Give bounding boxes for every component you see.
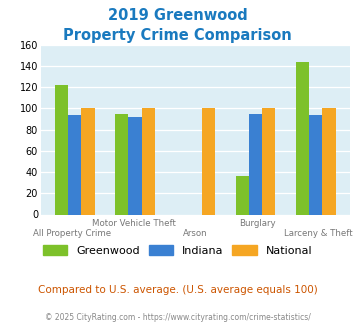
Bar bbox=[249, 114, 262, 214]
Bar bbox=[55, 85, 68, 214]
Text: Larceny & Theft: Larceny & Theft bbox=[284, 229, 353, 238]
Text: Burglary: Burglary bbox=[239, 219, 275, 228]
Bar bbox=[296, 61, 309, 214]
Bar bbox=[236, 176, 249, 214]
Text: All Property Crime: All Property Crime bbox=[33, 229, 111, 238]
Text: Property Crime Comparison: Property Crime Comparison bbox=[63, 28, 292, 43]
Text: Compared to U.S. average. (U.S. average equals 100): Compared to U.S. average. (U.S. average … bbox=[38, 285, 317, 295]
Bar bbox=[309, 115, 322, 214]
Bar bbox=[202, 108, 215, 214]
Bar bbox=[262, 108, 275, 214]
Bar bbox=[142, 108, 155, 214]
Bar bbox=[129, 117, 142, 214]
Text: © 2025 CityRating.com - https://www.cityrating.com/crime-statistics/: © 2025 CityRating.com - https://www.city… bbox=[45, 313, 310, 322]
Text: Arson: Arson bbox=[183, 229, 208, 238]
Bar bbox=[115, 114, 129, 214]
Bar bbox=[68, 115, 81, 214]
Text: Motor Vehicle Theft: Motor Vehicle Theft bbox=[92, 219, 175, 228]
Legend: Greenwood, Indiana, National: Greenwood, Indiana, National bbox=[38, 240, 317, 260]
Text: 2019 Greenwood: 2019 Greenwood bbox=[108, 8, 247, 23]
Bar bbox=[322, 108, 335, 214]
Bar bbox=[81, 108, 95, 214]
